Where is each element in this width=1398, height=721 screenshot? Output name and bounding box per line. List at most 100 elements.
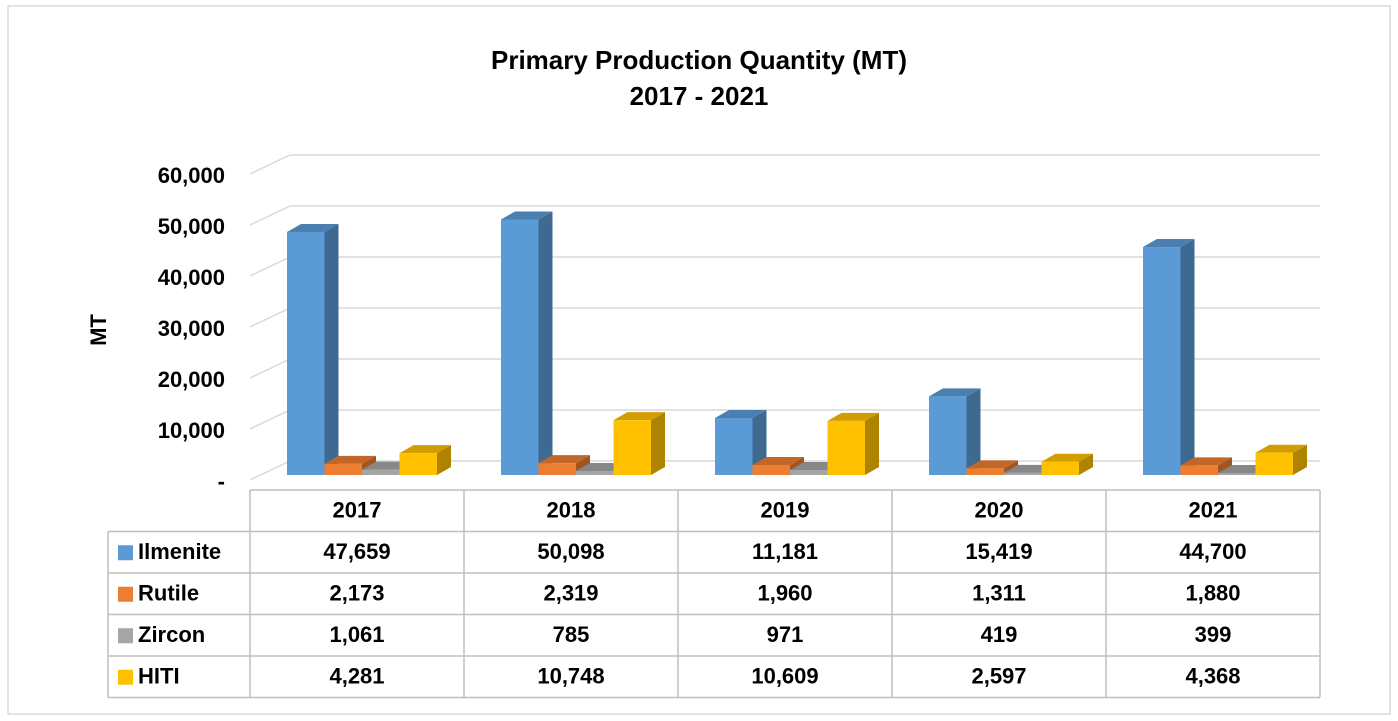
bar-top bbox=[613, 412, 665, 421]
bar-top bbox=[966, 460, 1018, 469]
bar-top bbox=[929, 388, 981, 397]
table-value: 1,880 bbox=[1185, 581, 1240, 606]
table-value: 4,281 bbox=[329, 664, 384, 689]
bar-side bbox=[538, 211, 553, 476]
bar bbox=[1180, 457, 1232, 475]
bar-front bbox=[1004, 472, 1042, 475]
bar-side bbox=[966, 388, 981, 475]
bar-top bbox=[1255, 444, 1307, 453]
bar-front bbox=[287, 231, 325, 475]
table-value: 2,319 bbox=[543, 581, 598, 606]
bar bbox=[287, 223, 339, 475]
bar-top bbox=[501, 211, 553, 220]
bar-side bbox=[1218, 457, 1232, 475]
chart-title: Primary Production Quantity (MT) bbox=[491, 45, 907, 75]
bar-front bbox=[324, 463, 362, 475]
table-value: 1,960 bbox=[757, 581, 812, 606]
bar-side bbox=[437, 445, 451, 475]
table-value: 2,173 bbox=[329, 581, 384, 606]
y-tick-label: - bbox=[218, 469, 225, 494]
table-value: 785 bbox=[553, 622, 590, 647]
chart-subtitle: 2017 - 2021 bbox=[630, 81, 769, 111]
bar-front bbox=[1143, 247, 1181, 475]
bar-side bbox=[651, 412, 665, 475]
table-value: 15,419 bbox=[965, 539, 1032, 564]
bar-front bbox=[929, 396, 967, 475]
table-value: 399 bbox=[1195, 622, 1232, 647]
table-value: 10,609 bbox=[751, 664, 818, 689]
bar-front bbox=[1180, 465, 1218, 475]
grid-line bbox=[249, 154, 1320, 175]
table-value: 50,098 bbox=[537, 539, 604, 564]
table-value: 2,597 bbox=[971, 664, 1026, 689]
table-value: 1,061 bbox=[329, 622, 384, 647]
bar bbox=[1255, 444, 1307, 475]
bar-side bbox=[324, 223, 339, 475]
bar-front bbox=[1255, 452, 1293, 475]
table-value: 971 bbox=[767, 622, 804, 647]
bar-front bbox=[613, 420, 651, 475]
bar-front bbox=[827, 420, 865, 475]
y-tick-label: 60,000 bbox=[158, 163, 225, 188]
table-value: 44,700 bbox=[1179, 539, 1246, 564]
bar-front bbox=[399, 453, 437, 475]
bar bbox=[1143, 239, 1195, 475]
bar-side bbox=[865, 412, 879, 475]
bar bbox=[399, 445, 451, 475]
y-axis-label: MT bbox=[86, 314, 111, 346]
legend-label: Rutile bbox=[138, 581, 199, 606]
legend-swatch bbox=[118, 586, 133, 602]
table-value: 4,368 bbox=[1185, 664, 1240, 689]
bar bbox=[501, 211, 553, 476]
bar-front bbox=[790, 470, 828, 475]
bar-top bbox=[827, 412, 879, 421]
bar-front bbox=[752, 465, 790, 475]
x-tick-label: 2021 bbox=[1189, 498, 1238, 523]
bar-front bbox=[966, 468, 1004, 475]
legend-label: Zircon bbox=[138, 622, 205, 647]
legend-swatch bbox=[118, 545, 133, 561]
legend-swatch bbox=[118, 669, 133, 685]
bar bbox=[827, 412, 879, 475]
bar bbox=[1041, 453, 1093, 475]
bar-front bbox=[362, 469, 400, 475]
bar-top bbox=[287, 223, 339, 232]
bar-top bbox=[1143, 239, 1195, 248]
table-value: 419 bbox=[981, 622, 1018, 647]
y-tick-label: 50,000 bbox=[158, 214, 225, 239]
bar-top bbox=[1041, 453, 1093, 462]
bar bbox=[715, 409, 767, 475]
x-tick-label: 2019 bbox=[761, 498, 810, 523]
bar bbox=[929, 388, 981, 475]
bar-side bbox=[1079, 453, 1093, 475]
bar-top bbox=[752, 457, 804, 466]
bar bbox=[613, 412, 665, 475]
bar-top bbox=[715, 409, 767, 418]
bar-top bbox=[1180, 457, 1232, 466]
table-value: 1,311 bbox=[972, 581, 1026, 606]
legend-swatch bbox=[118, 628, 133, 644]
table-value: 11,181 bbox=[752, 539, 818, 564]
bar-top bbox=[538, 455, 590, 464]
table-value: 10,748 bbox=[537, 664, 604, 689]
table-value: 47,659 bbox=[323, 539, 390, 564]
bar-front bbox=[1218, 472, 1256, 475]
bar-front bbox=[715, 417, 753, 475]
x-tick-label: 2017 bbox=[333, 498, 382, 523]
grid-line bbox=[249, 205, 1320, 226]
bar-side bbox=[1293, 444, 1307, 475]
x-tick-label: 2018 bbox=[547, 498, 596, 523]
bar-top bbox=[324, 455, 376, 464]
bar-front bbox=[576, 470, 614, 475]
y-tick-label: 20,000 bbox=[158, 367, 225, 392]
bar-front bbox=[538, 463, 576, 475]
bar-front bbox=[1041, 461, 1079, 475]
bar-top bbox=[399, 445, 451, 454]
x-tick-label: 2020 bbox=[975, 498, 1024, 523]
y-tick-label: 10,000 bbox=[158, 418, 225, 443]
bar-side bbox=[1180, 239, 1195, 475]
y-tick-label: 30,000 bbox=[158, 316, 225, 341]
bar-side bbox=[752, 409, 767, 475]
legend-label: HITI bbox=[138, 664, 180, 689]
